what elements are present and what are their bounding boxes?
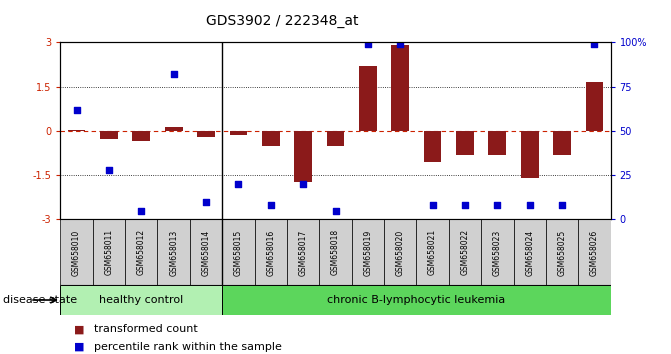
Text: ■: ■: [74, 324, 85, 334]
Text: GSM658013: GSM658013: [169, 229, 178, 275]
Point: [427, 202, 438, 208]
Bar: [222, 219, 254, 285]
Bar: [546, 219, 578, 285]
Bar: [327, 131, 344, 146]
Bar: [158, 219, 190, 285]
Text: chronic B-lymphocytic leukemia: chronic B-lymphocytic leukemia: [327, 295, 505, 305]
Point: [460, 202, 470, 208]
Point: [201, 199, 211, 205]
Text: percentile rank within the sample: percentile rank within the sample: [94, 342, 282, 352]
Bar: [449, 219, 481, 285]
Bar: [456, 131, 474, 155]
Text: GSM658018: GSM658018: [331, 229, 340, 275]
Bar: [586, 82, 603, 131]
Point: [298, 181, 309, 187]
Point: [492, 202, 503, 208]
Point: [168, 72, 179, 77]
Bar: [417, 219, 449, 285]
Bar: [481, 219, 513, 285]
Text: GSM658016: GSM658016: [266, 229, 275, 275]
Bar: [100, 131, 118, 139]
Point: [103, 167, 114, 173]
Bar: [60, 285, 222, 315]
Text: GSM658012: GSM658012: [137, 229, 146, 275]
Bar: [287, 219, 319, 285]
Point: [589, 41, 600, 47]
Point: [71, 107, 82, 113]
Point: [266, 202, 276, 208]
Bar: [513, 219, 546, 285]
Bar: [488, 131, 506, 155]
Text: GSM658014: GSM658014: [201, 229, 211, 275]
Bar: [391, 45, 409, 131]
Point: [136, 208, 147, 213]
Text: GSM658022: GSM658022: [460, 229, 470, 275]
Bar: [125, 219, 158, 285]
Point: [557, 202, 568, 208]
Point: [362, 41, 373, 47]
Text: GSM658023: GSM658023: [493, 229, 502, 275]
Bar: [578, 219, 611, 285]
Bar: [359, 66, 377, 131]
Text: disease state: disease state: [3, 295, 77, 305]
Bar: [319, 219, 352, 285]
Text: GSM658025: GSM658025: [558, 229, 566, 275]
Bar: [254, 219, 287, 285]
Bar: [384, 219, 417, 285]
Text: GSM658024: GSM658024: [525, 229, 534, 275]
Point: [233, 181, 244, 187]
Text: healthy control: healthy control: [99, 295, 183, 305]
Bar: [190, 219, 222, 285]
Point: [330, 208, 341, 213]
Text: GSM658017: GSM658017: [299, 229, 307, 275]
Point: [395, 41, 405, 47]
Bar: [553, 131, 571, 155]
Bar: [229, 131, 248, 135]
Bar: [294, 131, 312, 182]
Bar: [197, 131, 215, 137]
Bar: [68, 130, 85, 131]
Bar: [93, 219, 125, 285]
Text: ■: ■: [74, 342, 85, 352]
Bar: [132, 131, 150, 141]
Bar: [222, 285, 611, 315]
Text: transformed count: transformed count: [94, 324, 198, 334]
Bar: [352, 219, 384, 285]
Text: GSM658020: GSM658020: [396, 229, 405, 275]
Bar: [423, 131, 442, 162]
Text: GSM658026: GSM658026: [590, 229, 599, 275]
Bar: [521, 131, 539, 178]
Point: [524, 202, 535, 208]
Bar: [165, 127, 183, 131]
Text: GDS3902 / 222348_at: GDS3902 / 222348_at: [205, 14, 358, 28]
Text: GSM658019: GSM658019: [364, 229, 372, 275]
Bar: [60, 219, 93, 285]
Text: GSM658010: GSM658010: [72, 229, 81, 275]
Text: GSM658015: GSM658015: [234, 229, 243, 275]
Text: GSM658011: GSM658011: [105, 229, 113, 275]
Bar: [262, 131, 280, 146]
Text: GSM658021: GSM658021: [428, 229, 437, 275]
